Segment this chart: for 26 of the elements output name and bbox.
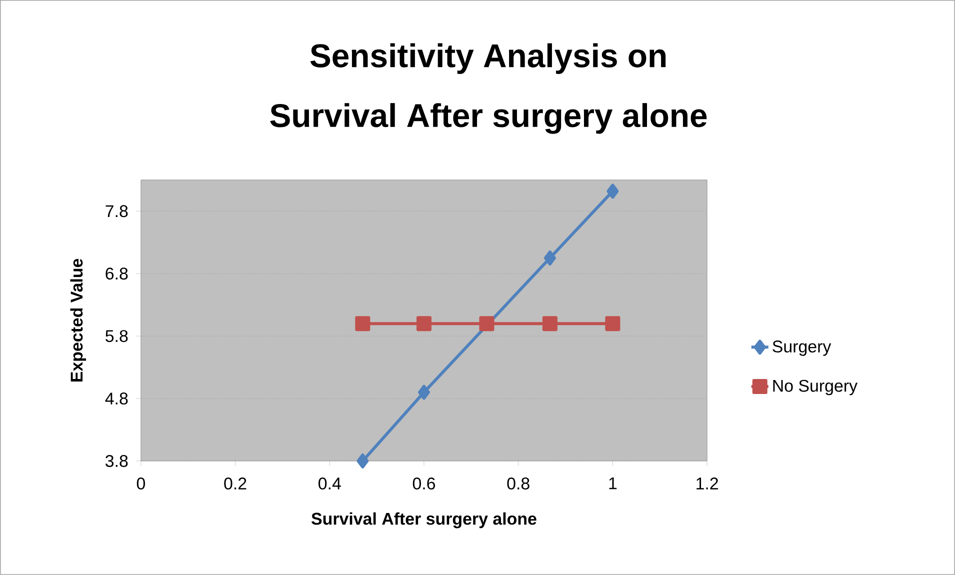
- legend-label: Surgery: [772, 340, 832, 356]
- x-tick-label: 0.6: [412, 478, 436, 490]
- point: [542, 316, 558, 332]
- point: [544, 250, 556, 266]
- x-tick-label: 0.2: [224, 478, 246, 490]
- point: [356, 454, 369, 469]
- y-axis-title: Expected Value: [70, 258, 86, 382]
- y-tick-label: 5.8: [106, 330, 128, 342]
- point: [479, 316, 494, 332]
- x-tick-label: 1: [609, 478, 617, 490]
- x-tick-label: 0: [136, 478, 145, 490]
- x-axis-title: Survival After surgery alone: [312, 512, 536, 528]
- x-tick-label: 0.4: [318, 478, 341, 490]
- x-tick-label: 0.8: [507, 478, 530, 490]
- point: [416, 316, 432, 332]
- point: [355, 316, 370, 332]
- chart-title: Sensitivity Analysis on Survival After surgery alone: [270, 43, 707, 134]
- x-tick-label: 1.2: [696, 478, 718, 490]
- point: [606, 184, 619, 199]
- y-tick-label: 7.8: [106, 205, 128, 218]
- point: [418, 384, 430, 400]
- y-tick-label: 4.8: [105, 392, 128, 405]
- legend-label: No Surgery: [773, 380, 858, 396]
- y-tick-label: 6.8: [106, 268, 128, 280]
- point: [605, 316, 620, 332]
- y-tick-label: 3.8: [106, 455, 128, 468]
